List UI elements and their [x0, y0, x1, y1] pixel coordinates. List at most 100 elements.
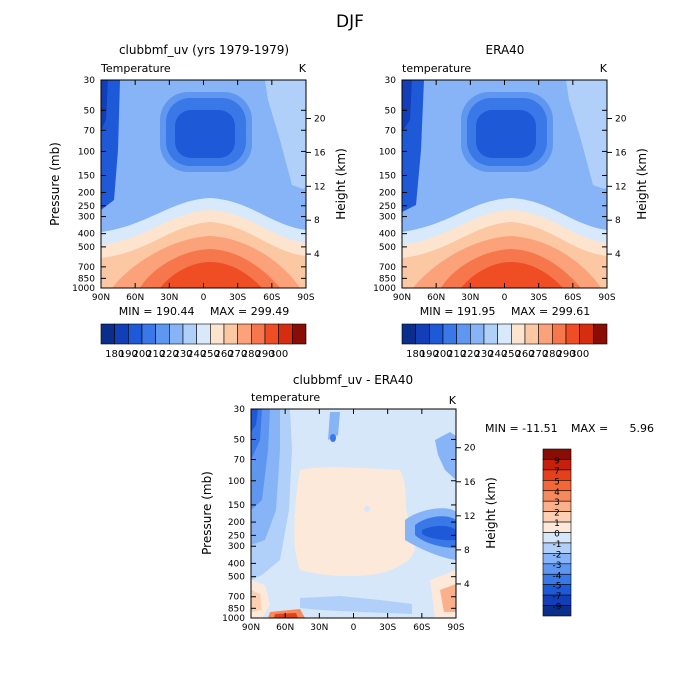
y-tick-label: 1000	[222, 614, 245, 624]
colorbar-label: 210	[146, 349, 165, 360]
colorbar-label: 2	[554, 509, 560, 519]
colorbar-swatch	[497, 323, 512, 345]
y-tick-label: 50	[385, 106, 397, 116]
y-tick-label: 70	[84, 126, 96, 136]
colorbar-label: 220	[461, 349, 480, 360]
colorbar-swatch	[552, 323, 567, 345]
colorbar-swatch	[210, 323, 225, 345]
colorbar-label: 4	[554, 488, 560, 498]
y-tick-label: 700	[379, 263, 396, 273]
x-tick-label: 30N	[310, 623, 328, 633]
colorbar-swatch	[401, 323, 416, 345]
colorbar-label: 280	[242, 349, 261, 360]
colorbar-label: -2	[553, 550, 562, 560]
y2-axis-label: Height (km)	[334, 148, 348, 219]
y2-axis-label: Height (km)	[484, 477, 498, 548]
colorbar-label: 230	[173, 349, 192, 360]
y2-tick-label: 16	[615, 148, 627, 158]
panel-obs: ERA40 temperature K 30507010015020025030…	[373, 43, 649, 360]
y2-tick-label: 20	[615, 115, 627, 125]
y2-tick-label: 4	[464, 580, 470, 590]
colorbar-swatch	[251, 323, 266, 345]
y-tick-label: 150	[78, 171, 95, 181]
x-tick-label: 60S	[413, 623, 430, 633]
colorbar-label: 260	[214, 349, 233, 360]
x-tick-label: 60N	[427, 293, 445, 303]
colorbar-label: 3	[554, 498, 560, 508]
colorbar-label: 180	[105, 349, 124, 360]
y-tick-label: 1000	[72, 284, 95, 294]
min-max-label: MIN = 190.44 MAX = 299.49	[119, 305, 289, 318]
x-axis: 90N 60N 30N 0 30S 60S 90S	[92, 80, 315, 303]
y-tick-label: 200	[379, 189, 396, 199]
colorbar-label: -7	[553, 592, 562, 602]
x-axis: 90N 60N 30N 0 30S 60S 90S	[242, 409, 465, 633]
colorbar-label: 290	[556, 349, 575, 360]
colorbar-swatch	[429, 323, 444, 345]
colorbar-swatch	[278, 323, 293, 345]
x-tick-label: 60S	[564, 293, 581, 303]
y-tick-label: 500	[379, 243, 396, 253]
colorbar-label: 190	[420, 349, 439, 360]
y2-tick-label: 4	[314, 250, 320, 260]
y-tick-label: 200	[228, 518, 245, 528]
colorbar-label: 7	[554, 467, 560, 477]
y-tick-label: 250	[379, 202, 396, 212]
contour-field	[101, 80, 306, 288]
contour-field	[402, 80, 607, 288]
colorbar-label: 270	[228, 349, 247, 360]
y-tick-label: 300	[78, 213, 95, 223]
x-tick-label: 30N	[461, 293, 479, 303]
colorbar-label: 1	[554, 519, 560, 529]
colorbar-swatch	[470, 323, 485, 345]
y-tick-label: 250	[228, 531, 245, 541]
x-tick-label: 30S	[229, 293, 246, 303]
colorbar-label: 9	[554, 456, 560, 466]
y2-tick-label: 20	[314, 115, 326, 125]
y-tick-label: 50	[84, 106, 96, 116]
y2-axis: 20 16 12 8 4	[306, 115, 326, 260]
y2-tick-label: 20	[464, 444, 476, 454]
colorbar-label: 190	[119, 349, 138, 360]
x-tick-label: 30N	[160, 293, 178, 303]
y-axis-label: Pressure (mb)	[48, 142, 62, 226]
colorbar-label: 210	[447, 349, 466, 360]
y-tick-label: 200	[78, 189, 95, 199]
colorbar-swatch	[169, 323, 184, 345]
y-tick-label: 70	[385, 126, 397, 136]
x-tick-label: 0	[201, 293, 207, 303]
colorbar-label: 230	[474, 349, 493, 360]
y-tick-label: 250	[78, 202, 95, 212]
colorbar-label: -1	[553, 540, 562, 550]
y-tick-label: 500	[228, 573, 245, 583]
y-tick-label: 100	[228, 477, 245, 487]
y2-axis-label: Height (km)	[635, 148, 649, 219]
colorbar-label: 240	[488, 349, 507, 360]
y-tick-label: 100	[379, 147, 396, 157]
x-tick-label: 90S	[598, 293, 615, 303]
x-tick-label: 90S	[447, 623, 464, 633]
y-tick-label: 850	[379, 274, 396, 284]
y2-tick-label: 16	[464, 478, 476, 488]
y-tick-label: 400	[78, 230, 95, 240]
y2-tick-label: 12	[615, 182, 626, 192]
colorbar-swatch	[542, 605, 572, 617]
colorbar-swatch	[456, 323, 471, 345]
y2-tick-label: 16	[314, 148, 326, 158]
min-max-label: MIN = 191.95 MAX = 299.61	[420, 305, 590, 318]
y-tick-label: 150	[379, 171, 396, 181]
panel-title: ERA40	[486, 43, 525, 57]
colorbar-label: 200	[132, 349, 151, 360]
x-tick-label: 30S	[530, 293, 547, 303]
y-tick-label: 400	[228, 559, 245, 569]
y-tick-label: 300	[228, 542, 245, 552]
colorbar-swatch	[182, 323, 197, 345]
y-tick-label: 100	[78, 147, 95, 157]
y-tick-label: 30	[84, 76, 96, 86]
colorbar-label: -9	[553, 603, 562, 613]
x-tick-label: 60S	[263, 293, 280, 303]
